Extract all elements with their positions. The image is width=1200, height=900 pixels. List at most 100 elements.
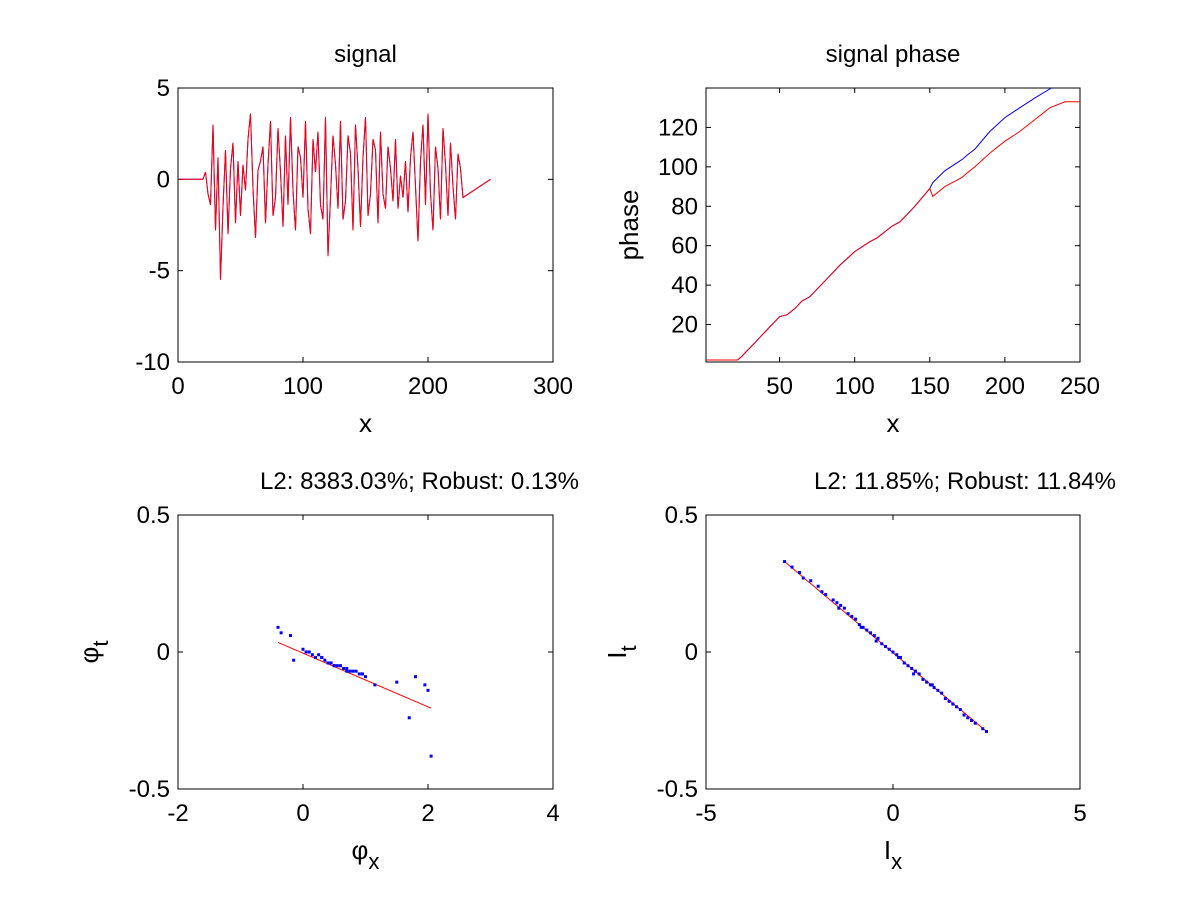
axes-title: signal <box>334 41 397 68</box>
data-point <box>837 606 841 610</box>
axes-frame <box>705 87 1081 363</box>
data-point <box>943 697 947 701</box>
data-point <box>857 623 861 627</box>
series-line-2 <box>706 101 1080 361</box>
x-tick-label: 0 <box>296 800 309 827</box>
axes-1: 0 100 200 300 -10 -5 0 5 signal x <box>135 41 573 438</box>
x-axis-label: φx <box>352 835 380 874</box>
x-tick-label: 50 <box>766 373 793 400</box>
data-point <box>348 669 352 673</box>
y-tick-label: 20 <box>671 312 698 339</box>
axes-2: 50 100 150 200 250 20 40 60 80 100 120 signal phase… <box>614 41 1100 438</box>
data-point <box>910 666 914 670</box>
data-point <box>342 666 346 670</box>
data-point <box>970 719 974 722</box>
x-tick-label: 250 <box>1060 373 1100 400</box>
axes-4: -5 0 5 -0.5 0 0.5 L2: 11.85%; Robust: 11.84% Ix… <box>602 468 1116 874</box>
data-point <box>279 631 283 635</box>
x-axis-label: x <box>887 408 900 438</box>
plot-area <box>276 625 433 758</box>
x-tick-label: -2 <box>167 800 188 827</box>
data-point <box>783 560 787 564</box>
axes-3: -2 0 2 4 -0.5 0 0.5 L2: 8383.03%; Robust: 0.13%… <box>74 468 579 874</box>
data-point <box>854 617 858 621</box>
y-tick-label: 5 <box>157 75 170 102</box>
data-point <box>332 664 336 668</box>
data-point <box>326 661 330 665</box>
data-point <box>884 645 888 649</box>
y-tick-label: 0.5 <box>137 502 170 529</box>
axes-title: signal phase <box>826 41 961 68</box>
data-point <box>820 590 824 594</box>
data-point <box>876 636 880 640</box>
data-point <box>973 721 977 725</box>
data-point <box>289 634 292 638</box>
data-point <box>323 658 327 662</box>
data-point <box>859 625 863 629</box>
data-point <box>824 592 828 596</box>
axes-title: L2: 11.85%; Robust: 11.84% <box>814 468 1116 495</box>
data-point <box>928 683 932 687</box>
x-tick-label: 0 <box>171 373 184 400</box>
data-point <box>880 642 884 646</box>
data-point <box>906 664 910 668</box>
data-point <box>357 672 361 676</box>
data-point <box>930 683 934 687</box>
y-axis-label: phase <box>614 190 644 261</box>
data-point <box>985 729 988 733</box>
data-point <box>902 661 906 665</box>
y-tick-label: -0.5 <box>657 776 698 803</box>
y-tick-label: 0 <box>157 166 170 193</box>
data-point <box>865 628 869 632</box>
data-point <box>314 655 317 659</box>
data-point <box>921 677 925 681</box>
data-point <box>304 650 308 654</box>
data-point <box>966 716 970 720</box>
y-tick-label: 0 <box>685 639 698 666</box>
data-point <box>292 658 296 662</box>
plot-area <box>706 88 1080 361</box>
data-point <box>912 672 916 676</box>
data-point <box>846 612 850 616</box>
plot-area <box>178 113 491 280</box>
data-point <box>831 598 835 602</box>
data-point <box>891 650 895 654</box>
data-point <box>917 672 921 676</box>
data-point <box>835 601 839 605</box>
data-point <box>850 614 854 618</box>
data-point <box>897 655 901 659</box>
y-axis-label: It <box>602 645 641 658</box>
y-tick-label: 80 <box>671 193 698 220</box>
y-tick-label: -10 <box>135 349 170 376</box>
x-tick-label: 0 <box>886 800 899 827</box>
y-tick-label: 120 <box>658 114 698 141</box>
x-tick-label: 5 <box>1073 800 1086 827</box>
data-point <box>872 634 876 638</box>
data-point <box>790 565 794 569</box>
data-point <box>310 653 314 657</box>
y-tick-label: 100 <box>658 154 698 181</box>
fit-line <box>277 641 432 709</box>
data-point <box>962 713 966 717</box>
data-point <box>958 708 962 712</box>
plot-area <box>783 560 988 733</box>
x-tick-label: 200 <box>985 373 1025 400</box>
data-point <box>364 675 367 679</box>
data-point <box>373 683 377 687</box>
data-point <box>345 669 349 673</box>
data-point <box>351 669 355 673</box>
data-point <box>898 655 902 659</box>
data-point <box>951 702 955 706</box>
data-point <box>329 661 333 665</box>
data-point <box>429 754 433 758</box>
data-point <box>335 664 339 668</box>
data-point <box>276 625 280 629</box>
y-tick-label: -5 <box>149 258 170 285</box>
data-point <box>426 688 430 692</box>
data-point <box>809 579 813 583</box>
x-tick-label: 150 <box>910 373 950 400</box>
data-point <box>360 672 364 676</box>
x-axis-label: Ix <box>884 835 902 874</box>
x-tick-label: 4 <box>546 800 559 827</box>
